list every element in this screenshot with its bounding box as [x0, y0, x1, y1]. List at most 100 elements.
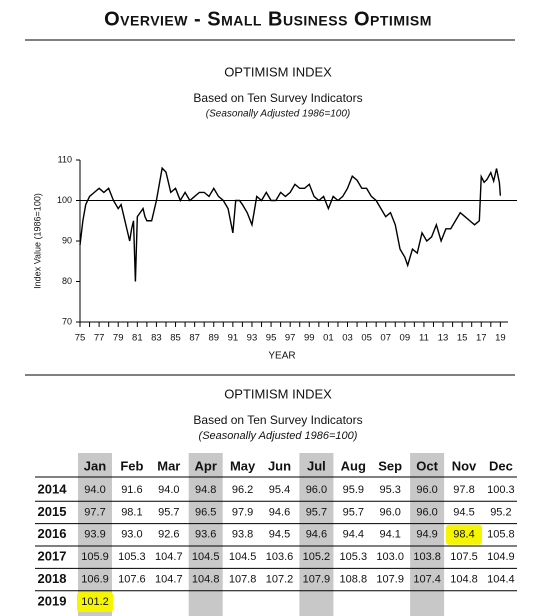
x-tick-label: 93: [247, 333, 258, 344]
y-tick-label: 110: [58, 154, 72, 164]
column-header: Sep: [378, 458, 402, 473]
x-tick-label: 11: [419, 333, 429, 344]
table-cell: 104.7: [155, 551, 183, 563]
table-cell: 94.5: [453, 506, 474, 518]
y-tick-label: 80: [62, 276, 72, 286]
x-tick-label: 89: [208, 333, 219, 344]
table-cell: 93.6: [195, 529, 216, 541]
table-cell: 95.3: [379, 484, 400, 496]
chart-note: (Seasonally Adjusted 1986=100): [206, 109, 350, 120]
y-axis-label: Index Value (1986=100): [32, 193, 42, 289]
table-cell: 107.2: [266, 574, 294, 586]
column-header: Oct: [416, 458, 438, 473]
table-cell: 105.8: [487, 529, 515, 541]
shaded-column: [299, 453, 334, 616]
row-year: 2014: [38, 481, 68, 496]
x-tick-label: 79: [113, 333, 124, 344]
column-header: Dec: [489, 458, 513, 473]
table-cell: 107.9: [303, 574, 331, 586]
x-tick-label: 09: [400, 333, 411, 344]
table-cell: 105.3: [118, 551, 146, 563]
column-header: Jun: [268, 458, 291, 473]
table-cell: 104.9: [487, 551, 515, 563]
x-tick-label: 07: [380, 333, 391, 344]
x-tick-label: 85: [170, 333, 181, 344]
x-tick-label: 99: [304, 333, 315, 344]
table-cell: 100.3: [487, 484, 515, 496]
table-cell: 96.5: [195, 506, 216, 518]
table-cell: 104.7: [155, 574, 183, 586]
column-header: Jul: [307, 458, 326, 473]
table-cell: 107.5: [450, 551, 478, 563]
shaded-column: [410, 453, 445, 616]
chart-subtitle: Based on Ten Survey Indicators: [193, 91, 362, 105]
row-year: 2019: [38, 593, 67, 608]
table-cell: 94.9: [416, 529, 437, 541]
x-tick-label: 91: [228, 333, 239, 344]
table-cell: 92.6: [158, 529, 179, 541]
table-cell: 104.5: [229, 551, 257, 563]
table-cell: 95.7: [343, 506, 364, 518]
table-cell: 107.8: [229, 574, 257, 586]
table-cell: 97.8: [453, 484, 474, 496]
x-tick-label: 01: [323, 333, 334, 344]
x-tick-label: 87: [189, 333, 200, 344]
row-year: 2017: [38, 549, 67, 564]
x-tick-label: 17: [476, 333, 487, 344]
table-cell: 108.8: [340, 574, 368, 586]
table-cell: 93.8: [232, 529, 253, 541]
page-title: Overview - Small Business Optimism: [104, 8, 432, 30]
table-cell: 94.6: [306, 529, 327, 541]
table-cell: 104.8: [192, 574, 220, 586]
table-cell: 107.4: [413, 574, 441, 586]
table-cell: 94.1: [379, 529, 400, 541]
table-cell: 94.0: [158, 484, 179, 496]
column-header: Mar: [157, 458, 180, 473]
x-tick-label: 83: [151, 333, 162, 344]
table-cell: 94.6: [269, 506, 290, 518]
column-header: Aug: [341, 458, 366, 473]
y-tick-label: 100: [57, 195, 72, 205]
table-cell: 93.0: [121, 529, 142, 541]
y-tick-label: 90: [62, 235, 72, 245]
table-cell: 103.6: [266, 551, 294, 563]
x-tick-label: 81: [132, 333, 143, 344]
x-tick-label: 77: [94, 333, 105, 344]
table-cell: 95.7: [306, 506, 327, 518]
y-tick-label: 70: [62, 316, 72, 326]
table-cell: 98.4: [453, 529, 474, 541]
x-tick-label: 95: [266, 333, 277, 344]
x-tick-label: 13: [438, 333, 449, 344]
table-cell: 105.9: [81, 551, 109, 563]
table-cell: 103.0: [376, 551, 404, 563]
table-cell: 103.8: [413, 551, 441, 563]
table-cell: 96.0: [416, 506, 437, 518]
table-cell: 104.5: [192, 551, 220, 563]
table-note: (Seasonally Adjusted 1986=100): [199, 430, 358, 442]
table-cell: 95.9: [343, 484, 364, 496]
table-cell: 95.4: [269, 484, 290, 496]
x-tick-label: 75: [75, 333, 86, 344]
table-subtitle: Based on Ten Survey Indicators: [193, 413, 362, 427]
column-header: May: [230, 458, 256, 473]
column-header: Apr: [195, 458, 217, 473]
table-cell: 106.9: [81, 574, 109, 586]
table-cell: 94.0: [84, 484, 105, 496]
table-cell: 94.8: [195, 484, 216, 496]
column-header: Jan: [84, 458, 106, 473]
highlight-cell: [77, 592, 113, 612]
table-cell: 95.2: [490, 506, 511, 518]
shaded-column: [188, 453, 223, 616]
row-year: 2015: [38, 504, 67, 519]
table-cell: 105.3: [340, 551, 368, 563]
table-cell: 101.2: [81, 596, 109, 608]
column-header: Nov: [452, 458, 477, 473]
table-cell: 107.6: [118, 574, 146, 586]
data-line: [79, 166, 502, 282]
table-cell: 96.0: [379, 506, 400, 518]
table-cell: 104.8: [450, 574, 478, 586]
x-tick-label: 97: [285, 333, 296, 344]
x-tick-label: 15: [457, 333, 468, 344]
x-tick-label: 03: [342, 333, 353, 344]
table-cell: 97.7: [84, 506, 105, 518]
